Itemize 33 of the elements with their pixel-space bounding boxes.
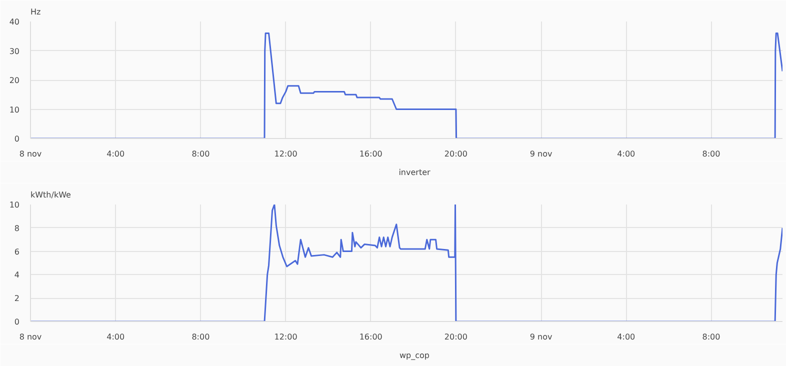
x-tick-label: 20:00 <box>444 150 468 158</box>
x-tick-label: 4:00 <box>617 150 636 158</box>
x-tick-label: 12:00 <box>274 332 298 342</box>
y-axis-title: Hz <box>30 8 41 16</box>
y-tick-label: 20 <box>9 76 20 85</box>
x-tick-label: 12:00 <box>274 150 298 158</box>
y-tick-label: 30 <box>9 46 20 56</box>
x-tick-label: 8:00 <box>702 332 720 342</box>
x-tick-label: 4:00 <box>106 332 125 342</box>
x-tick-label: 16:00 <box>359 150 382 158</box>
x-tick-label: 8:00 <box>192 332 210 342</box>
y-tick-label: 0 <box>14 318 20 326</box>
y-tick-label: 0 <box>14 134 20 144</box>
text: inverter <box>398 167 430 177</box>
x-tick-label: 9 nov <box>530 150 552 158</box>
y-tick-label: 4 <box>14 270 20 280</box>
y-axis-title: kWth/kWe <box>30 190 72 200</box>
y-tick-label: 40 <box>9 18 20 26</box>
x-tick-label: 4:00 <box>106 150 125 158</box>
y-tick-label: 10 <box>9 105 20 114</box>
x-tick-label: 8 nov <box>19 332 42 342</box>
text: wp_cop <box>400 350 430 360</box>
y-tick-label: 2 <box>14 294 20 304</box>
x-tick-label: 8 nov <box>19 150 42 158</box>
x-tick-label: 16:00 <box>359 332 382 342</box>
y-tick-label: 8 <box>14 224 20 233</box>
x-tick-label: 4:00 <box>617 332 636 342</box>
x-tick-label: 20:00 <box>444 332 468 342</box>
x-tick-label: 9 nov <box>530 332 552 342</box>
x-tick-label: 8:00 <box>702 150 720 158</box>
y-tick-label: 6 <box>14 247 20 256</box>
x-tick-label: 8:00 <box>192 150 210 158</box>
y-tick-label: 10 <box>9 200 20 210</box>
